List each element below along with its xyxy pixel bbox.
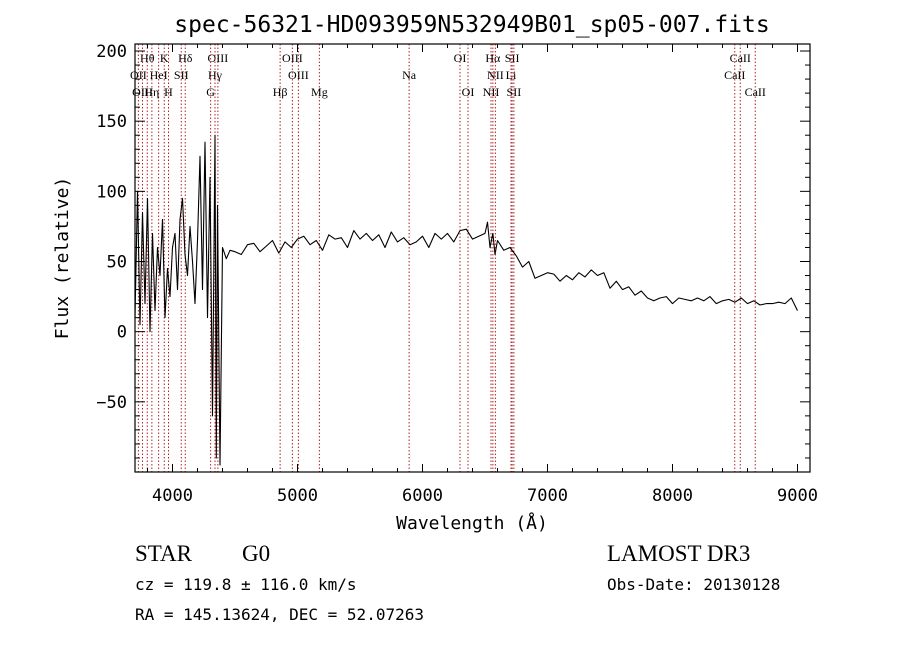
marker-label: HeI xyxy=(150,68,168,82)
y-tick-label: 50 xyxy=(107,253,127,273)
marker-label: CaII xyxy=(724,68,745,82)
marker-label: K xyxy=(160,51,169,65)
x-tick-label: 7000 xyxy=(527,486,568,506)
marker-label: SII xyxy=(505,51,520,65)
x-tick-label: 9000 xyxy=(777,486,818,506)
marker-label: CaII xyxy=(730,51,751,65)
marker-label: OIII xyxy=(288,68,309,82)
marker-label: H xyxy=(164,85,173,99)
y-axis-label: Flux (relative) xyxy=(52,177,73,340)
spectrum-line xyxy=(134,134,798,466)
x-tick-label: 8000 xyxy=(652,486,693,506)
marker-label: Hη xyxy=(144,85,159,99)
y-tick-label: 100 xyxy=(96,182,127,202)
marker-label: OII xyxy=(130,68,147,82)
marker-label: G xyxy=(206,85,215,99)
y-tick-label: 150 xyxy=(96,112,127,132)
marker-label: Mg xyxy=(311,85,328,99)
x-tick-label: 6000 xyxy=(402,486,443,506)
marker-label: OI xyxy=(462,85,475,99)
chart-title: spec-56321-HD093959N532949B01_sp05-007.f… xyxy=(174,12,769,38)
object-subclass: G0 xyxy=(242,541,270,566)
marker-label: SII xyxy=(507,85,522,99)
marker-label: Hγ xyxy=(208,68,223,82)
x-tick-label: 4000 xyxy=(152,486,193,506)
marker-label: SII xyxy=(174,68,189,82)
marker-label: Hβ xyxy=(273,85,288,99)
marker-label: NII xyxy=(483,85,500,99)
marker-label: Hδ xyxy=(178,51,193,65)
redshift-info: cz = 119.8 ± 116.0 km/s xyxy=(135,575,357,594)
y-tick-label: −50 xyxy=(96,393,127,413)
coordinates-info: RA = 145.13624, DEC = 52.07263 xyxy=(135,605,424,624)
marker-label: Hα xyxy=(485,51,501,65)
marker-label: Li xyxy=(506,68,517,82)
marker-label: OIII xyxy=(208,51,229,65)
survey-label: LAMOST DR3 xyxy=(607,541,750,566)
marker-label: OIII xyxy=(282,51,303,65)
line-markers: Hθ K Hδ OIII OIII OI Hα SII CaII OII HeI SII Hγ OIII N… xyxy=(130,44,766,472)
marker-label: CaII xyxy=(745,85,766,99)
x-axis-label: Wavelength (Å) xyxy=(396,512,548,534)
marker-label: NII xyxy=(487,68,504,82)
y-tick-label: 0 xyxy=(117,323,127,343)
marker-label: OIII xyxy=(132,85,153,99)
x-tick-label: 5000 xyxy=(277,486,318,506)
object-class: STAR xyxy=(135,541,193,566)
plot-frame xyxy=(134,43,811,473)
marker-label: Na xyxy=(402,68,417,82)
observation-date: Obs-Date: 20130128 xyxy=(607,575,780,594)
marker-label: Hθ xyxy=(140,51,155,65)
marker-label: OI xyxy=(454,51,467,65)
axis-ticks: 4000 5000 6000 7000 8000 9000 −50 0 50 100 150 200 xyxy=(96,42,818,506)
y-tick-label: 200 xyxy=(96,42,127,62)
